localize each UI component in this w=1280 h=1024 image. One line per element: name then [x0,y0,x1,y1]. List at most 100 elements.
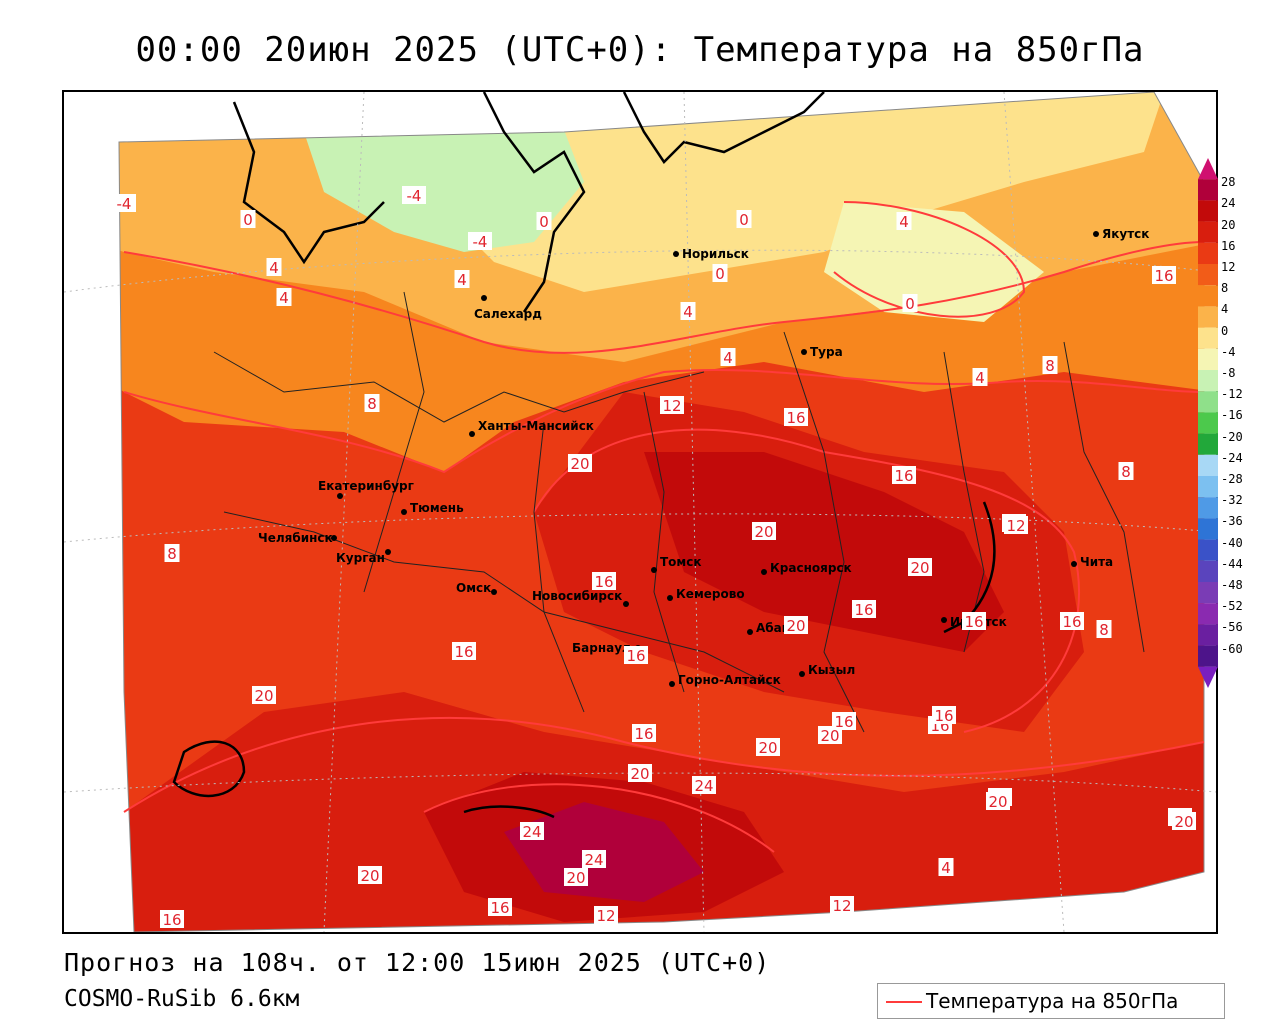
contour-value-label: 16 [784,408,808,427]
colorbar-cell [1198,242,1218,264]
colorbar-tick-label: 24 [1221,196,1236,211]
temperature-map[interactable]: Норильск Якутск Салехард Тура Ханты-Манс… [62,90,1218,934]
svg-text:8: 8 [167,545,177,563]
contour-value-label: 16 [452,642,476,661]
contour-value-label: 16 [892,466,916,485]
svg-text:16: 16 [786,409,805,427]
svg-text:16: 16 [634,725,653,743]
colorbar-top-arrow [1198,158,1218,180]
contour-value-label: 20 [1172,812,1196,831]
city-kemerovo[interactable]: Кемерово [667,587,745,601]
city-tyumen[interactable]: Тюмень [401,501,464,515]
contour-value-label: 20 [568,454,592,473]
contour-value-label: 16 [160,910,184,929]
city-kyzyl[interactable]: Кызыл [799,663,855,677]
city-salekhard[interactable]: Салехард [474,295,542,321]
city-tomsk[interactable]: Томск [651,555,702,573]
city-novosibirsk[interactable]: Новосибирск [532,589,629,607]
contour-value-label: 4 [276,288,292,307]
svg-text:16: 16 [934,707,953,725]
svg-text:Омск: Омск [456,581,491,595]
contour-value-label: -4 [402,186,426,205]
svg-text:0: 0 [539,213,549,231]
colorbar-tick-label: -44 [1221,556,1243,571]
svg-text:8: 8 [1121,463,1131,481]
contour-value-label: 8 [364,394,380,413]
svg-text:16: 16 [626,647,645,665]
legend: Температура на 850гПа [877,983,1225,1019]
contour-value-label: 12 [1004,516,1028,535]
colorbar-tick-label: -36 [1221,514,1243,529]
contour-value-label: 0 [240,210,256,229]
svg-text:Новосибирск: Новосибирск [532,589,622,603]
colorbar-cell [1198,476,1218,498]
colorbar-cell [1198,285,1218,307]
contour-value-label: 4 [938,858,954,877]
colorbar-cell [1198,412,1218,434]
svg-text:Горно-Алтайск: Горно-Алтайск [678,673,781,687]
contour-value-label: 16 [962,612,986,631]
contour-value-label: 20 [784,616,808,635]
svg-text:4: 4 [269,259,279,277]
colorbar-tick-label: -52 [1221,599,1243,614]
city-khanty-mansiysk[interactable]: Ханты-Мансийск [469,419,594,437]
city-chelyabinsk[interactable]: Челябинск [258,531,337,545]
svg-text:0: 0 [243,211,253,229]
svg-text:0: 0 [739,211,749,229]
city-gorno-altaysk[interactable]: Горно-Алтайск [669,673,781,687]
city-yakutsk[interactable]: Якутск [1093,227,1149,241]
contour-value-label: 12 [594,906,618,925]
svg-text:Салехард: Салехард [474,307,542,321]
contour-value-label: 20 [252,686,276,705]
contour-value-label: 8 [1042,356,1058,375]
svg-text:Кызыл: Кызыл [808,663,855,677]
svg-text:Ханты-Мансийск: Ханты-Мансийск [478,419,594,433]
isotherm-lines [123,201,1205,853]
city-kurgan[interactable]: Курган [336,549,391,565]
svg-text:16: 16 [964,613,983,631]
svg-text:12: 12 [662,397,681,415]
colorbar-tick-label: 28 [1221,175,1236,190]
contour-value-label: 4 [454,270,470,289]
svg-text:20: 20 [360,867,379,885]
svg-text:4: 4 [941,859,951,877]
contour-value-label: 12 [830,896,854,915]
city-krasnoyarsk[interactable]: Красноярск [761,561,852,575]
svg-text:-4: -4 [407,187,422,205]
colorbar-cell [1198,391,1218,413]
contour-value-label: 16 [632,724,656,743]
colorbar-cell [1198,560,1218,582]
contour-value-label: 4 [896,212,912,231]
contour-value-label: 4 [972,368,988,387]
colorbar-cell [1198,603,1218,625]
svg-text:4: 4 [723,349,733,367]
svg-text:12: 12 [832,897,851,915]
colorbar-tick-label: -12 [1221,387,1243,402]
legend-label: Температура на 850гПа [926,989,1179,1013]
city-yekaterinburg[interactable]: Екатеринбург [318,479,414,499]
contour-value-label: 4 [266,258,282,277]
contour-value-label: 20 [756,738,780,757]
contour-value-label: -4 [468,232,492,251]
city-norilsk[interactable]: Норильск [673,247,749,261]
colorbar-tick-label: -24 [1221,450,1243,465]
city-chita[interactable]: Чита [1071,555,1113,569]
svg-text:Томск: Томск [660,555,702,569]
domain-border [118,92,1205,932]
svg-text:20: 20 [570,455,589,473]
svg-text:Кемерово: Кемерово [676,587,745,601]
city-omsk[interactable]: Омск [456,581,497,595]
svg-text:20: 20 [566,869,585,887]
colorbar-cell [1198,348,1218,370]
map-title: 00:00 20июн 2025 (UTC+0): Температура на… [135,30,1145,70]
svg-text:12: 12 [1006,517,1025,535]
svg-text:20: 20 [988,793,1007,811]
colorbar-cell [1198,624,1218,646]
svg-text:12: 12 [596,907,615,925]
svg-text:Екатеринбург: Екатеринбург [318,479,414,493]
city-tura[interactable]: Тура [801,345,843,359]
contour-value-label: 8 [1096,620,1112,639]
svg-text:20: 20 [630,765,649,783]
contour-value-label: 0 [902,294,918,313]
contour-value-label: 16 [1060,612,1084,631]
